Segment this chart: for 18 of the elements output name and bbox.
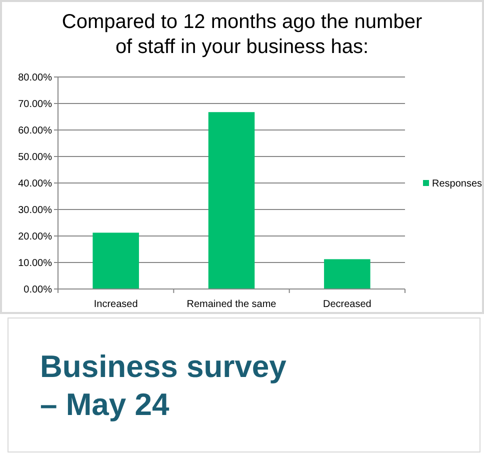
- x-tick-label: Remained the same: [186, 299, 277, 310]
- bar: [324, 259, 370, 289]
- bar: [208, 112, 255, 289]
- text: Business survey – May 24: [40, 349, 288, 422]
- chart-title: Compared to 12 months ago the number of staff in your business has:: [62, 11, 422, 58]
- y-tick-label: 60.00%: [18, 126, 52, 136]
- legend-label: Responses: [432, 178, 482, 190]
- y-tick-label: 70.00%: [18, 99, 52, 110]
- y-tick-label: 40.00%: [18, 178, 52, 190]
- y-tick-label: 0.00%: [24, 284, 52, 296]
- y-tick-label: 80.00%: [18, 72, 52, 84]
- y-tick-label: 20.00%: [18, 232, 52, 242]
- x-tick-label: Increased: [94, 299, 138, 310]
- y-tick-label: 10.00%: [18, 258, 52, 269]
- x-tick-label: Decreased: [322, 299, 372, 310]
- y-tick-label: 30.00%: [18, 205, 52, 216]
- bar: [92, 232, 139, 289]
- y-tick-label: 50.00%: [18, 152, 52, 163]
